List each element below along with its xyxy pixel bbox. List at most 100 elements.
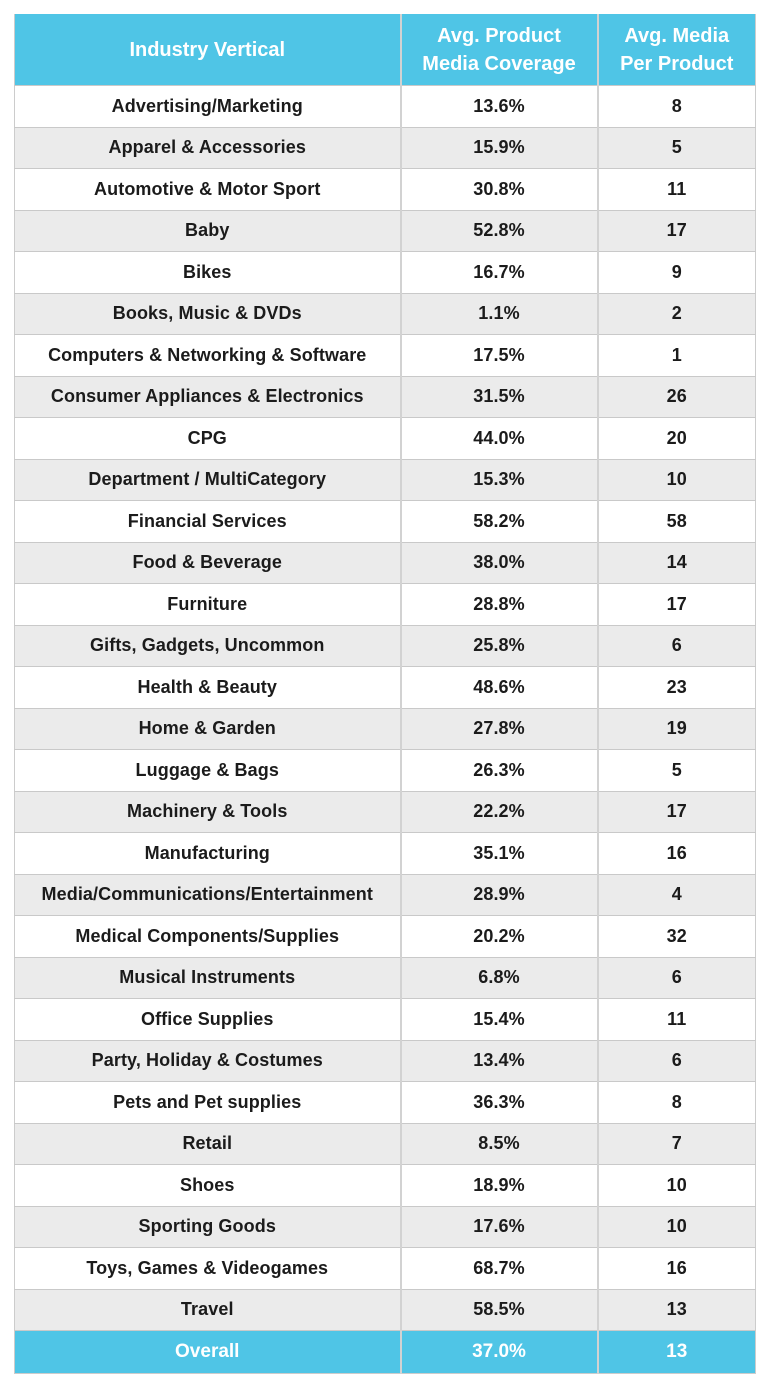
coverage-cell: 13.4% [399,1039,598,1082]
table-row: Retail 8.5% 7 [14,1122,756,1165]
media-cell: 17 [596,209,756,252]
industry-cell: Department / MultiCategory [14,458,401,501]
table-row: Computers & Networking & Software 17.5% 1 [14,334,756,376]
media-cell: 20 [596,417,756,459]
table-header: Industry Vertical Avg. Product Media Cov… [14,14,756,86]
coverage-cell: 6.8% [399,956,598,999]
media-cell: 16 [596,832,756,874]
coverage-cell: 31.5% [399,375,598,418]
coverage-cell: 15.4% [399,998,598,1040]
media-cell: 11 [596,168,756,210]
industry-cell: Musical Instruments [14,956,401,999]
industry-cell: Baby [14,209,401,252]
industry-cell: Automotive & Motor Sport [14,168,401,210]
header-avg-media-per-product: Avg. Media Per Product [596,14,756,86]
coverage-cell: 68.7% [399,1247,598,1289]
table-row: Health & Beauty 48.6% 23 [14,666,756,708]
media-cell: 2 [596,292,756,335]
media-cell: 14 [596,541,756,584]
industry-cell: CPG [14,417,401,459]
table-row: Office Supplies 15.4% 11 [14,998,756,1040]
industry-cell: Media/Communications/Entertainment [14,873,401,916]
media-cell: 9 [596,251,756,293]
media-cell: 17 [596,790,756,833]
table-row: Home & Garden 27.8% 19 [14,707,756,750]
table-row: Bikes 16.7% 9 [14,251,756,293]
table-row: Toys, Games & Videogames 68.7% 16 [14,1247,756,1289]
coverage-cell: 15.3% [399,458,598,501]
media-cell: 6 [596,956,756,999]
media-cell: 26 [596,375,756,418]
media-cell: 5 [596,126,756,169]
industry-cell: Furniture [14,583,401,625]
table-row: Travel 58.5% 13 [14,1288,756,1331]
coverage-cell: 58.5% [399,1288,598,1331]
industry-cell: Sporting Goods [14,1205,401,1248]
overall-row: Overall 37.0% 13 [14,1330,756,1374]
media-cell: 6 [596,1039,756,1082]
table-row: Baby 52.8% 17 [14,209,756,252]
coverage-cell: 35.1% [399,832,598,874]
table-row: Medical Components/Supplies 20.2% 32 [14,915,756,957]
media-cell: 17 [596,583,756,625]
coverage-cell: 58.2% [399,500,598,542]
media-cell: 10 [596,458,756,501]
industry-cell: Apparel & Accessories [14,126,401,169]
table-row: Musical Instruments 6.8% 6 [14,956,756,999]
coverage-cell: 1.1% [399,292,598,335]
industry-cell: Food & Beverage [14,541,401,584]
industry-cell: Bikes [14,251,401,293]
table-row: Advertising/Marketing 13.6% 8 [14,85,756,127]
overall-media-cell: 13 [596,1330,756,1374]
media-cell: 32 [596,915,756,957]
industry-cell: Shoes [14,1164,401,1206]
media-cell: 6 [596,624,756,667]
coverage-cell: 22.2% [399,790,598,833]
media-cell: 10 [596,1164,756,1206]
table-row: Automotive & Motor Sport 30.8% 11 [14,168,756,210]
overall-coverage-cell: 37.0% [399,1330,598,1374]
industry-cell: Office Supplies [14,998,401,1040]
table-footer: Overall 37.0% 13 [14,1330,756,1374]
table-row: Consumer Appliances & Electronics 31.5% 26 [14,375,756,418]
industry-cell: Machinery & Tools [14,790,401,833]
media-cell: 10 [596,1205,756,1248]
coverage-cell: 27.8% [399,707,598,750]
table-row: Manufacturing 35.1% 16 [14,832,756,874]
header-industry-vertical: Industry Vertical [14,14,401,86]
header-avg-product-media-coverage: Avg. Product Media Coverage [399,14,598,86]
media-cell: 5 [596,749,756,791]
coverage-cell: 28.9% [399,873,598,916]
coverage-cell: 30.8% [399,168,598,210]
table-row: Furniture 28.8% 17 [14,583,756,625]
table-row: Pets and Pet supplies 36.3% 8 [14,1081,756,1123]
industry-cell: Consumer Appliances & Electronics [14,375,401,418]
coverage-cell: 28.8% [399,583,598,625]
industry-cell: Financial Services [14,500,401,542]
media-cell: 11 [596,998,756,1040]
table-row: Luggage & Bags 26.3% 5 [14,749,756,791]
industry-cell: Gifts, Gadgets, Uncommon [14,624,401,667]
industry-cell: Medical Components/Supplies [14,915,401,957]
table-body: Advertising/Marketing 13.6% 8 Apparel & Acc… [14,85,756,1331]
coverage-cell: 26.3% [399,749,598,791]
coverage-cell: 8.5% [399,1122,598,1165]
industry-cell: Toys, Games & Videogames [14,1247,401,1289]
coverage-cell: 16.7% [399,251,598,293]
table-row: Department / MultiCategory 15.3% 10 [14,458,756,501]
table-row: Books, Music & DVDs 1.1% 2 [14,292,756,335]
table-row: Machinery & Tools 22.2% 17 [14,790,756,833]
media-cell: 23 [596,666,756,708]
industry-cell: Pets and Pet supplies [14,1081,401,1123]
table-row: Sporting Goods 17.6% 10 [14,1205,756,1248]
media-cell: 8 [596,1081,756,1123]
industry-cell: Manufacturing [14,832,401,874]
media-cell: 1 [596,334,756,376]
table-row: Food & Beverage 38.0% 14 [14,541,756,584]
coverage-cell: 44.0% [399,417,598,459]
table-row: Gifts, Gadgets, Uncommon 25.8% 6 [14,624,756,667]
coverage-cell: 17.6% [399,1205,598,1248]
industry-cell: Travel [14,1288,401,1331]
table-row: Media/Communications/Entertainment 28.9% 4 [14,873,756,916]
